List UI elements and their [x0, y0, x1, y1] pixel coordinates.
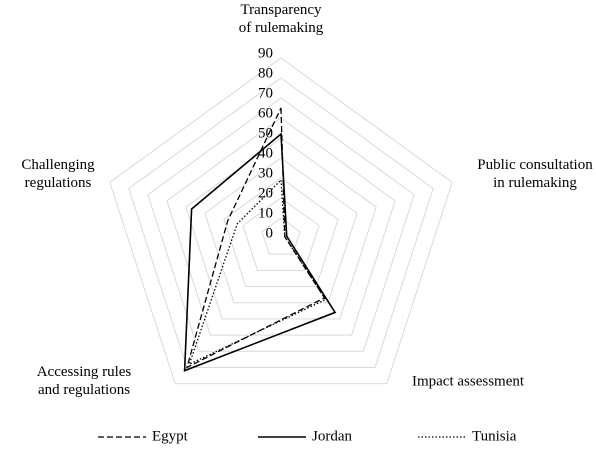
r-tick-label: 90 [258, 45, 273, 61]
axis-label: Public consultation in rulemaking [477, 157, 593, 191]
axis-label: Challenging regulations [21, 157, 95, 191]
legend-label: Egypt [152, 428, 189, 444]
r-tick-label: 50 [258, 125, 273, 141]
grid-ring [166, 117, 396, 336]
r-tick-label: 60 [258, 105, 273, 121]
axis-label: Accessing rules and regulations [37, 364, 132, 398]
series-line [185, 107, 326, 369]
r-tick-label: 20 [258, 185, 273, 201]
r-tick-label: 80 [258, 65, 273, 81]
axis-label: Impact assessment [412, 373, 525, 389]
legend-label: Jordan [312, 428, 352, 444]
grid-ring [109, 57, 453, 385]
r-tick-label: 70 [258, 85, 273, 101]
series-line [188, 178, 327, 366]
series-line [183, 132, 337, 372]
grid-ring [204, 157, 358, 304]
r-tick-label: 10 [258, 205, 273, 221]
r-tick-label: 0 [266, 225, 274, 241]
axis-label: Transparency of rulemaking [239, 2, 324, 36]
legend-label: Tunisia [472, 428, 517, 444]
grid-ring [128, 77, 434, 368]
grid-ring [185, 137, 377, 320]
grid-ring [147, 97, 415, 352]
grid-ring [223, 177, 339, 288]
grid-ring [261, 217, 301, 255]
grid-ring [242, 197, 320, 271]
r-tick-label: 30 [258, 165, 273, 181]
